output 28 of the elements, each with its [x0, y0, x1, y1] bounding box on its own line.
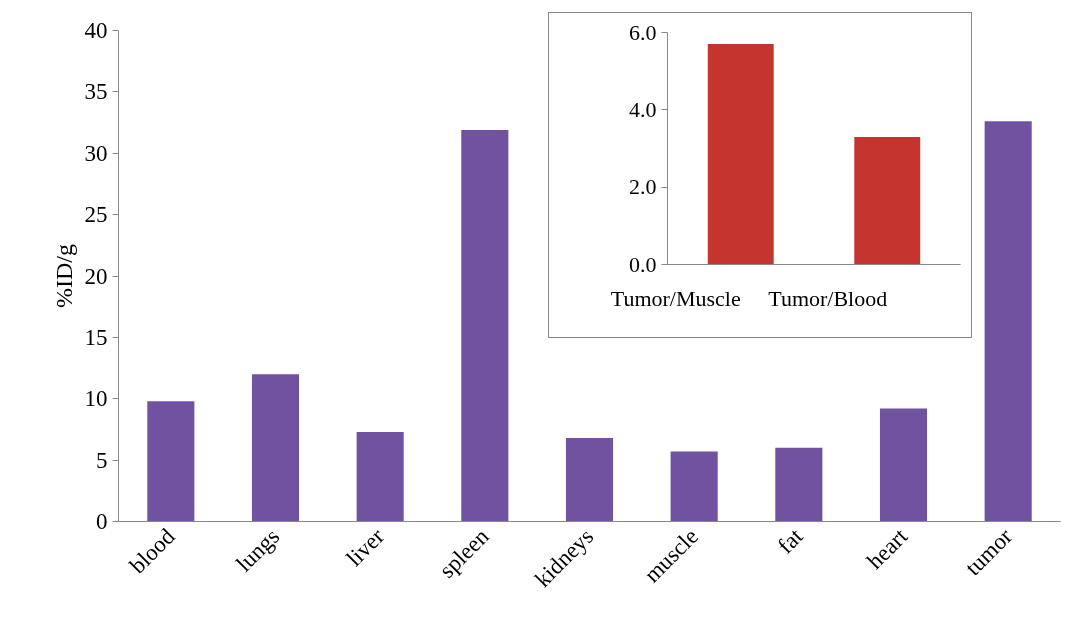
- y-tick-label: 4.0: [629, 96, 657, 122]
- y-tick-label: 20: [84, 263, 108, 289]
- bar: [984, 121, 1032, 522]
- y-tick-label: 6.0: [629, 19, 657, 45]
- x-tick-label: liver: [341, 523, 390, 572]
- y-tick-label: 5: [96, 447, 108, 473]
- y-tick-label: 15: [84, 324, 108, 350]
- bar: [251, 374, 300, 522]
- y-tick-label: 0.0: [629, 251, 657, 277]
- y-tick-label: 35: [84, 79, 108, 105]
- x-tick-label: heart: [862, 523, 913, 574]
- x-tick-label: Tumor/Blood: [768, 286, 888, 311]
- x-tick-label: fat: [772, 523, 809, 559]
- bar: [775, 447, 823, 522]
- y-tick-label: 2.0: [629, 174, 657, 200]
- bar: [879, 408, 928, 522]
- bar: [461, 129, 509, 522]
- y-axis-title: %ID/g: [50, 244, 77, 308]
- y-tick-label: 40: [84, 18, 108, 43]
- bar: [356, 431, 404, 522]
- y-tick-label: 25: [84, 202, 108, 228]
- bar: [565, 438, 614, 522]
- y-tick-label: 10: [84, 386, 108, 412]
- bar: [147, 401, 195, 522]
- y-tick-label: 0: [96, 509, 108, 534]
- y-tick-label: 30: [84, 140, 108, 166]
- x-tick-label: Tumor/Muscle: [610, 286, 741, 311]
- bar: [670, 451, 718, 522]
